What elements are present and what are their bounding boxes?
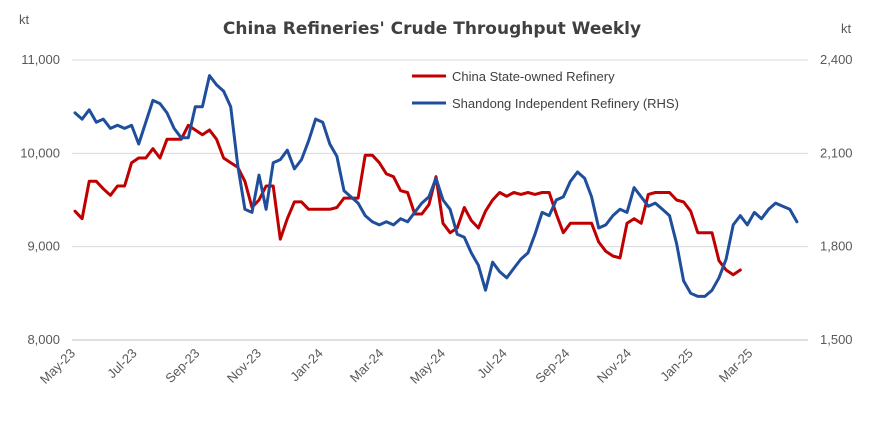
right-axis-unit: kt (841, 21, 852, 36)
x-tick-label: Sep-23 (162, 346, 202, 386)
y-tick-left: 8,000 (27, 332, 60, 347)
chart-title: China Refineries' Crude Throughput Weekl… (223, 19, 641, 39)
x-tick-label: Jul-24 (474, 346, 510, 382)
x-tick-label: Nov-23 (224, 346, 264, 386)
y-tick-right: 1,500 (820, 332, 853, 347)
gridlines (72, 59, 808, 341)
y-tick-right: 2,100 (820, 145, 853, 160)
legend-label: Shandong Independent Refinery (RHS) (452, 96, 679, 111)
x-tick-label: Jan-24 (287, 346, 326, 385)
x-tick-label: Jul-23 (104, 346, 140, 382)
x-tick-label: Nov-24 (594, 346, 634, 386)
legend-label: China State-owned Refinery (452, 69, 615, 84)
x-tick-label: May-23 (37, 346, 78, 387)
y-tick-right: 1,800 (820, 239, 853, 254)
shandong-independent-refinery-line (73, 74, 799, 298)
legend: China State-owned Refinery Shandong Indep… (412, 69, 679, 111)
x-tick-label: Sep-24 (532, 346, 572, 386)
x-tick-label: May-24 (407, 346, 448, 387)
x-tick-label: Mar-25 (716, 346, 756, 386)
state-owned-refinery-line (73, 123, 742, 277)
y-tick-left: 11,000 (21, 52, 60, 67)
x-tick-label: Mar-24 (347, 346, 387, 386)
y-tick-left: 9,000 (27, 239, 60, 254)
y-tick-left: 10,000 (20, 145, 60, 160)
x-tick-label: Jan-25 (657, 346, 696, 385)
left-axis-unit: kt (19, 12, 30, 27)
series-lines (73, 74, 799, 298)
y-tick-right: 2,400 (820, 52, 853, 67)
